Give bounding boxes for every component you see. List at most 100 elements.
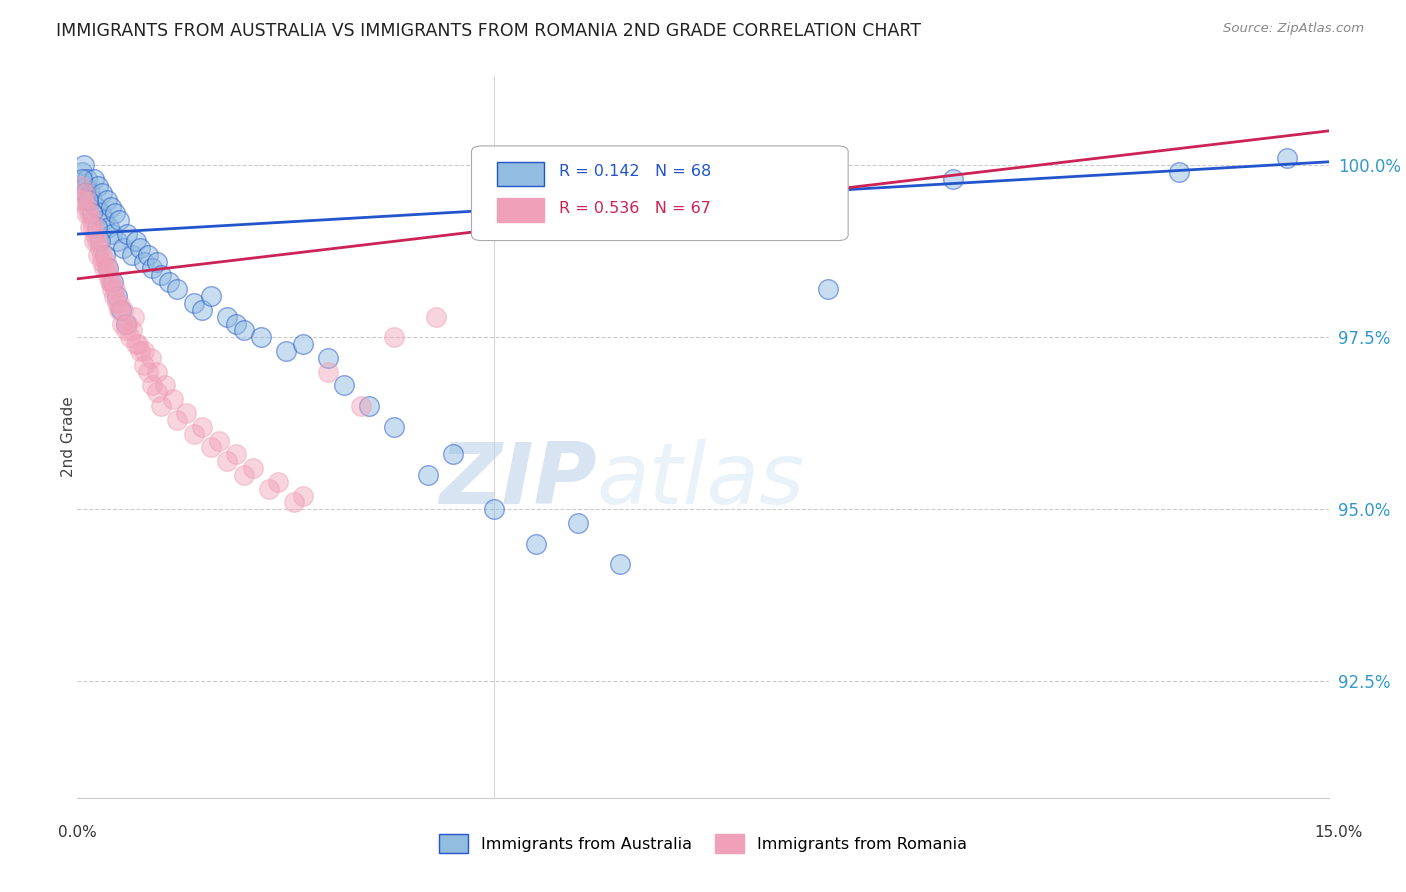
Point	[132, 254, 155, 268]
Point	[75, 206, 97, 220]
Point	[122, 310, 145, 324]
FancyBboxPatch shape	[496, 198, 544, 222]
Point	[200, 289, 222, 303]
Point	[72, 193, 94, 207]
Point	[79, 220, 101, 235]
Point	[86, 234, 108, 248]
Point	[609, 558, 631, 572]
Point	[72, 172, 94, 186]
Point	[127, 337, 149, 351]
Point	[484, 502, 506, 516]
Point	[90, 206, 112, 220]
Point	[145, 365, 167, 379]
Point	[93, 213, 115, 227]
Point	[114, 317, 136, 331]
Point	[191, 302, 214, 317]
Point	[108, 302, 131, 317]
Point	[80, 213, 103, 227]
Text: IMMIGRANTS FROM AUSTRALIA VS IMMIGRANTS FROM ROMANIA 2ND GRADE CORRELATION CHART: IMMIGRANTS FROM AUSTRALIA VS IMMIGRANTS …	[56, 22, 921, 40]
Point	[191, 419, 214, 434]
Point	[242, 461, 264, 475]
Text: Source: ZipAtlas.com: Source: ZipAtlas.com	[1223, 22, 1364, 36]
Point	[166, 413, 188, 427]
Point	[103, 275, 125, 289]
Point	[121, 323, 143, 337]
Point	[125, 234, 148, 248]
Point	[141, 261, 163, 276]
Point	[250, 330, 273, 344]
Point	[183, 296, 205, 310]
Point	[141, 378, 163, 392]
Point	[145, 385, 167, 400]
Point	[100, 282, 122, 296]
Point	[87, 248, 110, 262]
Point	[73, 158, 96, 172]
Point	[692, 193, 714, 207]
Text: 0.0%: 0.0%	[58, 825, 97, 840]
Point	[117, 227, 139, 241]
Point	[149, 399, 172, 413]
Point	[136, 248, 159, 262]
Point	[129, 241, 152, 255]
Point	[100, 200, 122, 214]
FancyBboxPatch shape	[496, 161, 544, 186]
Point	[208, 434, 231, 448]
Point	[316, 351, 339, 365]
Point	[83, 234, 105, 248]
Point	[233, 467, 256, 482]
Point	[174, 406, 197, 420]
Point	[217, 310, 239, 324]
Point	[84, 200, 107, 214]
Point	[153, 378, 176, 392]
Point	[73, 186, 96, 200]
Point	[200, 441, 222, 455]
Point	[145, 254, 167, 268]
Text: 15.0%: 15.0%	[1315, 825, 1362, 840]
Point	[76, 200, 98, 214]
Point	[266, 475, 288, 489]
Point	[70, 165, 93, 179]
Point	[114, 323, 136, 337]
Point	[524, 537, 547, 551]
Point	[89, 234, 111, 248]
Point	[69, 178, 91, 193]
Point	[225, 317, 247, 331]
Point	[98, 275, 121, 289]
Point	[274, 344, 297, 359]
Point	[98, 220, 121, 235]
Point	[751, 178, 773, 193]
Point	[257, 482, 280, 496]
Point	[104, 206, 127, 220]
Point	[567, 516, 589, 530]
Point	[291, 489, 314, 503]
Point	[132, 344, 155, 359]
Point	[225, 447, 247, 461]
Point	[89, 241, 111, 255]
Point	[425, 310, 447, 324]
Point	[77, 193, 100, 207]
Point	[104, 282, 127, 296]
Point	[129, 344, 152, 359]
Point	[72, 193, 94, 207]
Point	[291, 337, 314, 351]
Point	[359, 399, 381, 413]
Point	[111, 317, 134, 331]
Point	[80, 206, 103, 220]
Point	[75, 178, 97, 193]
Point	[82, 193, 104, 207]
Point	[82, 220, 104, 235]
Text: atlas: atlas	[596, 439, 804, 522]
Point	[233, 323, 256, 337]
Point	[183, 426, 205, 441]
Point	[217, 454, 239, 468]
Point	[350, 399, 373, 413]
Point	[94, 248, 117, 262]
Point	[136, 365, 159, 379]
Point	[100, 275, 122, 289]
Point	[105, 289, 128, 303]
Point	[125, 337, 148, 351]
Point	[77, 206, 100, 220]
Point	[108, 296, 131, 310]
Y-axis label: 2nd Grade: 2nd Grade	[62, 397, 76, 477]
Point	[441, 447, 464, 461]
